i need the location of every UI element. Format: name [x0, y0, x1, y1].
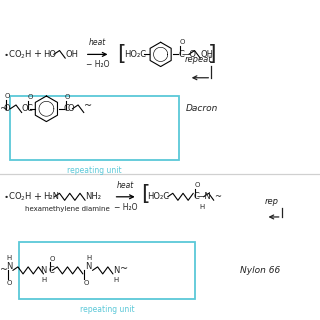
Text: ]: ]	[208, 44, 217, 64]
Text: Dacron: Dacron	[186, 104, 218, 113]
Text: N: N	[6, 262, 12, 271]
Text: $\bullet$CO$_2$H: $\bullet$CO$_2$H	[3, 48, 32, 61]
Text: O: O	[65, 94, 70, 100]
Text: C: C	[193, 192, 199, 201]
Text: ~: ~	[84, 100, 92, 111]
Text: O: O	[22, 104, 28, 113]
Text: +: +	[33, 49, 41, 60]
Text: O: O	[49, 256, 55, 262]
Text: repeat: repeat	[185, 55, 212, 64]
Text: O: O	[3, 104, 10, 113]
Text: O: O	[28, 94, 33, 100]
Text: OH: OH	[65, 50, 78, 59]
Text: Nylon 66: Nylon 66	[240, 266, 280, 275]
Text: NH₂: NH₂	[85, 192, 101, 201]
Text: ~: ~	[0, 104, 8, 114]
Text: H: H	[114, 277, 119, 284]
Text: − H₂O: − H₂O	[86, 60, 109, 69]
Text: C: C	[48, 266, 54, 275]
Text: O: O	[7, 280, 12, 286]
Text: +: +	[33, 192, 41, 202]
Text: ~: ~	[120, 264, 128, 274]
Text: hexamethylene diamine: hexamethylene diamine	[25, 206, 109, 212]
Text: C: C	[178, 50, 184, 59]
Text: H₂N: H₂N	[43, 192, 59, 201]
Text: O: O	[5, 93, 10, 99]
Text: ~: ~	[214, 192, 221, 201]
Text: C: C	[64, 104, 70, 113]
Text: —O: —O	[181, 50, 196, 59]
Text: H: H	[7, 255, 12, 261]
Text: —N: —N	[196, 192, 211, 201]
Text: C: C	[27, 104, 32, 113]
Text: O: O	[195, 182, 200, 188]
Text: $\bullet$CO$_2$H: $\bullet$CO$_2$H	[3, 190, 32, 203]
Text: N: N	[85, 262, 92, 271]
Text: rep: rep	[265, 197, 279, 206]
Text: heat: heat	[117, 181, 134, 190]
Text: [: [	[117, 44, 125, 64]
Text: N: N	[113, 266, 119, 275]
Bar	[10, 96, 179, 160]
Text: O: O	[67, 104, 74, 113]
Text: H: H	[199, 204, 204, 210]
Text: − H₂O: − H₂O	[114, 203, 137, 212]
Text: O: O	[180, 39, 185, 45]
Text: O: O	[84, 280, 89, 286]
Text: HO₂C: HO₂C	[124, 50, 146, 59]
Text: [: [	[141, 184, 149, 204]
Text: heat: heat	[89, 38, 106, 47]
Text: repeating unit: repeating unit	[67, 166, 122, 175]
Bar	[19, 242, 195, 299]
Text: ~: ~	[0, 265, 8, 276]
Text: HO: HO	[43, 50, 56, 59]
Text: H: H	[41, 277, 46, 284]
Text: repeating unit: repeating unit	[80, 305, 134, 314]
Text: OH: OH	[200, 50, 213, 59]
Text: H: H	[86, 255, 91, 261]
Text: HO₂C: HO₂C	[147, 192, 169, 201]
Text: N: N	[40, 266, 47, 275]
